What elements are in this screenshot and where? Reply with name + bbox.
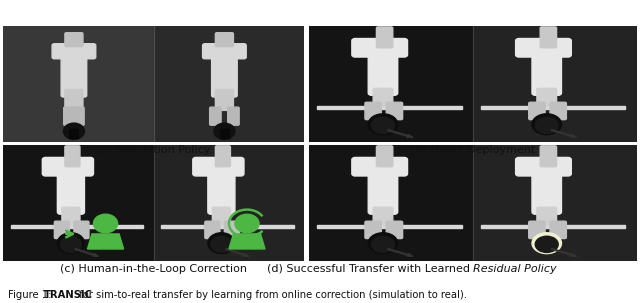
Bar: [3, 26, 154, 142]
Circle shape: [214, 123, 235, 139]
FancyBboxPatch shape: [532, 163, 561, 214]
Circle shape: [371, 117, 394, 134]
Bar: [473, 26, 637, 142]
Circle shape: [93, 214, 118, 233]
FancyBboxPatch shape: [529, 102, 545, 120]
FancyBboxPatch shape: [225, 221, 239, 238]
FancyBboxPatch shape: [368, 44, 397, 95]
Text: (c) Human-in-the-Loop Correction: (c) Human-in-the-Loop Correction: [60, 264, 247, 274]
Circle shape: [371, 236, 394, 252]
Text: TRANSIC: TRANSIC: [44, 289, 93, 300]
FancyBboxPatch shape: [208, 163, 235, 214]
FancyBboxPatch shape: [42, 158, 93, 176]
FancyArrow shape: [552, 130, 577, 138]
FancyBboxPatch shape: [537, 88, 557, 106]
FancyBboxPatch shape: [216, 89, 234, 110]
FancyBboxPatch shape: [365, 102, 381, 120]
FancyBboxPatch shape: [537, 207, 557, 225]
Bar: [161, 225, 294, 228]
Circle shape: [368, 114, 397, 135]
FancyArrow shape: [388, 130, 413, 138]
FancyBboxPatch shape: [74, 221, 89, 238]
Text: Figure 1:: Figure 1:: [8, 289, 54, 300]
FancyBboxPatch shape: [58, 163, 84, 214]
Text: for sim-to-real transfer by learning from online correction (simulation to real): for sim-to-real transfer by learning fro…: [76, 289, 467, 300]
Bar: [481, 225, 625, 228]
Bar: [317, 106, 461, 109]
FancyBboxPatch shape: [540, 146, 557, 167]
Bar: [154, 26, 304, 142]
FancyBboxPatch shape: [540, 27, 557, 48]
Circle shape: [63, 123, 84, 139]
FancyBboxPatch shape: [216, 146, 230, 167]
Polygon shape: [88, 234, 124, 249]
FancyBboxPatch shape: [73, 107, 84, 125]
Bar: [220, 129, 229, 138]
FancyBboxPatch shape: [210, 107, 221, 125]
Circle shape: [235, 214, 259, 233]
FancyBboxPatch shape: [387, 221, 403, 238]
FancyBboxPatch shape: [368, 163, 397, 214]
FancyBboxPatch shape: [52, 44, 96, 59]
Bar: [69, 129, 79, 138]
FancyBboxPatch shape: [516, 38, 572, 57]
Bar: [309, 145, 473, 261]
FancyArrow shape: [226, 248, 249, 256]
FancyArrow shape: [552, 248, 577, 256]
FancyBboxPatch shape: [529, 221, 545, 238]
FancyBboxPatch shape: [65, 146, 80, 167]
Circle shape: [208, 233, 235, 254]
Circle shape: [535, 236, 558, 252]
Circle shape: [535, 117, 558, 134]
FancyBboxPatch shape: [62, 207, 80, 225]
Bar: [3, 145, 154, 261]
FancyBboxPatch shape: [376, 146, 393, 167]
Circle shape: [58, 233, 84, 254]
FancyBboxPatch shape: [54, 221, 69, 238]
Circle shape: [532, 233, 561, 254]
Circle shape: [211, 236, 232, 252]
Text: (a) Simulation Policy: (a) Simulation Policy: [97, 145, 211, 155]
FancyBboxPatch shape: [64, 107, 75, 125]
FancyBboxPatch shape: [387, 102, 403, 120]
FancyBboxPatch shape: [205, 221, 220, 238]
Bar: [309, 26, 473, 142]
FancyBboxPatch shape: [212, 207, 230, 225]
FancyArrow shape: [75, 248, 99, 256]
FancyBboxPatch shape: [373, 88, 393, 106]
FancyBboxPatch shape: [352, 158, 408, 176]
FancyBboxPatch shape: [61, 49, 86, 97]
FancyBboxPatch shape: [532, 44, 561, 95]
FancyBboxPatch shape: [212, 49, 237, 97]
FancyBboxPatch shape: [365, 221, 381, 238]
FancyBboxPatch shape: [550, 102, 566, 120]
FancyBboxPatch shape: [376, 27, 393, 48]
FancyBboxPatch shape: [193, 158, 244, 176]
FancyBboxPatch shape: [352, 38, 408, 57]
Bar: [317, 225, 461, 228]
FancyBboxPatch shape: [228, 107, 239, 125]
Text: (d) Successful Transfer with Learned: (d) Successful Transfer with Learned: [266, 264, 473, 274]
FancyBboxPatch shape: [373, 207, 393, 225]
Circle shape: [368, 233, 397, 254]
Bar: [481, 106, 625, 109]
Circle shape: [532, 114, 561, 135]
FancyBboxPatch shape: [65, 33, 83, 47]
Text: (b) Direct Deployment: (b) Direct Deployment: [411, 145, 535, 155]
Bar: [473, 145, 637, 261]
Text: Residual Policy: Residual Policy: [473, 264, 557, 274]
Bar: [11, 225, 143, 228]
FancyBboxPatch shape: [65, 89, 83, 110]
FancyBboxPatch shape: [216, 33, 234, 47]
FancyBboxPatch shape: [550, 221, 566, 238]
FancyBboxPatch shape: [203, 44, 246, 59]
Polygon shape: [229, 234, 265, 249]
FancyArrow shape: [388, 248, 413, 256]
FancyBboxPatch shape: [516, 158, 572, 176]
Bar: [154, 145, 304, 261]
Circle shape: [60, 236, 81, 252]
